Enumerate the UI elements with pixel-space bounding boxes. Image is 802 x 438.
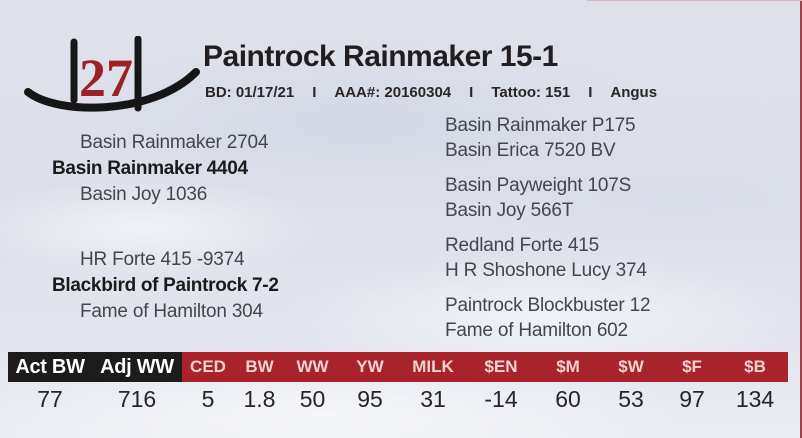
epd-value-cell: 95: [357, 385, 383, 412]
epd-header-cell: MILK: [400, 352, 466, 382]
epd-header-cell: Act BW: [8, 352, 92, 382]
epd-value-cell: -14: [484, 385, 518, 412]
meta-separator: I: [312, 84, 317, 101]
grandparent-bottom: H R Shoshone Lucy 374: [445, 260, 647, 281]
grandparent-pair: Basin Payweight 107S Basin Joy 566T: [445, 173, 631, 223]
grandparent-bottom: Fame of Hamilton 602: [445, 320, 628, 341]
ranch-brand-logo: 27: [12, 35, 202, 123]
meta-separator: I: [469, 84, 474, 101]
tattoo: Tattoo: 151: [491, 84, 571, 101]
epd-value-cell: 77: [37, 385, 63, 412]
epd-header-cell: Adj WW: [92, 352, 182, 382]
epd-value-cell: 134: [735, 385, 775, 412]
grandparent-top: Basin Payweight 107S: [445, 175, 632, 196]
sire-of-dam: HR Forte 415 -9374: [80, 249, 245, 270]
pedigree-sire-group: Basin Rainmaker 2704 Basin Rainmaker 440…: [52, 130, 268, 208]
grandparent-pair: Basin Rainmaker P175 Basin Erica 7520 BV: [445, 113, 636, 163]
epd-value-cell: 1.8: [243, 385, 276, 412]
epd-header-cell: $EN: [466, 352, 536, 382]
lot-number: 27: [79, 48, 133, 108]
animal-name-title: Paintrock Rainmaker 15-1: [203, 40, 558, 73]
epd-table: Act BW Adj WW CED BW WW YW MILK $EN $M $…: [8, 352, 788, 412]
grandparent-bottom: Basin Joy 566T: [445, 200, 574, 221]
grandparent-top: Basin Rainmaker P175: [445, 115, 636, 136]
grandparent-pair: Redland Forte 415 H R Shoshone Lucy 374: [445, 233, 647, 283]
sire-name: Basin Rainmaker 4404: [52, 158, 248, 179]
breed: Angus: [610, 84, 658, 101]
epd-header-cell: $M: [536, 352, 600, 382]
grandparent-pair: Paintrock Blockbuster 12 Fame of Hamilto…: [445, 293, 651, 343]
epd-value-cell: 31: [420, 385, 446, 412]
epd-header-cell: $B: [722, 352, 788, 382]
dam-of-dam: Fame of Hamilton 304: [80, 301, 263, 322]
dam-name: Blackbird of Paintrock 7-2: [52, 275, 279, 296]
epd-header-cell: $F: [662, 352, 722, 382]
epd-header-cell: $W: [600, 352, 662, 382]
birth-date: BD: 01/17/21: [205, 84, 295, 101]
epd-value-cell: 5: [201, 385, 215, 412]
epd-header-cell: YW: [340, 352, 400, 382]
grandparent-bottom: Basin Erica 7520 BV: [445, 140, 616, 161]
epd-header-cell: BW: [234, 352, 285, 382]
meta-separator: I: [588, 84, 593, 101]
page-edge-line-top: [587, 0, 802, 1]
grandparent-top: Redland Forte 415: [445, 235, 599, 256]
epd-value-cell: 97: [679, 385, 705, 412]
page-edge-line-right: [800, 0, 802, 438]
pedigree-dam-group: HR Forte 415 -9374 Blackbird of Paintroc…: [52, 247, 279, 325]
epd-value-row: 77 716 5 1.8 50 95 31 -14 60 53 97 134: [8, 382, 788, 412]
epd-header-cell: WW: [285, 352, 340, 382]
epd-value-cell: 50: [299, 385, 326, 412]
dam-of-sire: Basin Joy 1036: [80, 184, 208, 205]
epd-value-cell: 53: [618, 385, 644, 412]
rocker-brand-icon: 27: [24, 35, 200, 112]
epd-header-row: Act BW Adj WW CED BW WW YW MILK $EN $M $…: [8, 352, 788, 382]
epd-header-cell: CED: [182, 352, 234, 382]
epd-value-cell: 716: [117, 385, 157, 412]
aaa-number: AAA#: 20160304: [334, 84, 452, 101]
sire-of-sire: Basin Rainmaker 2704: [80, 132, 269, 153]
grandparent-top: Paintrock Blockbuster 12: [445, 295, 651, 316]
epd-value-cell: 60: [555, 385, 581, 412]
registration-meta: BD: 01/17/21 I AAA#: 20160304 I Tattoo: …: [205, 84, 657, 101]
